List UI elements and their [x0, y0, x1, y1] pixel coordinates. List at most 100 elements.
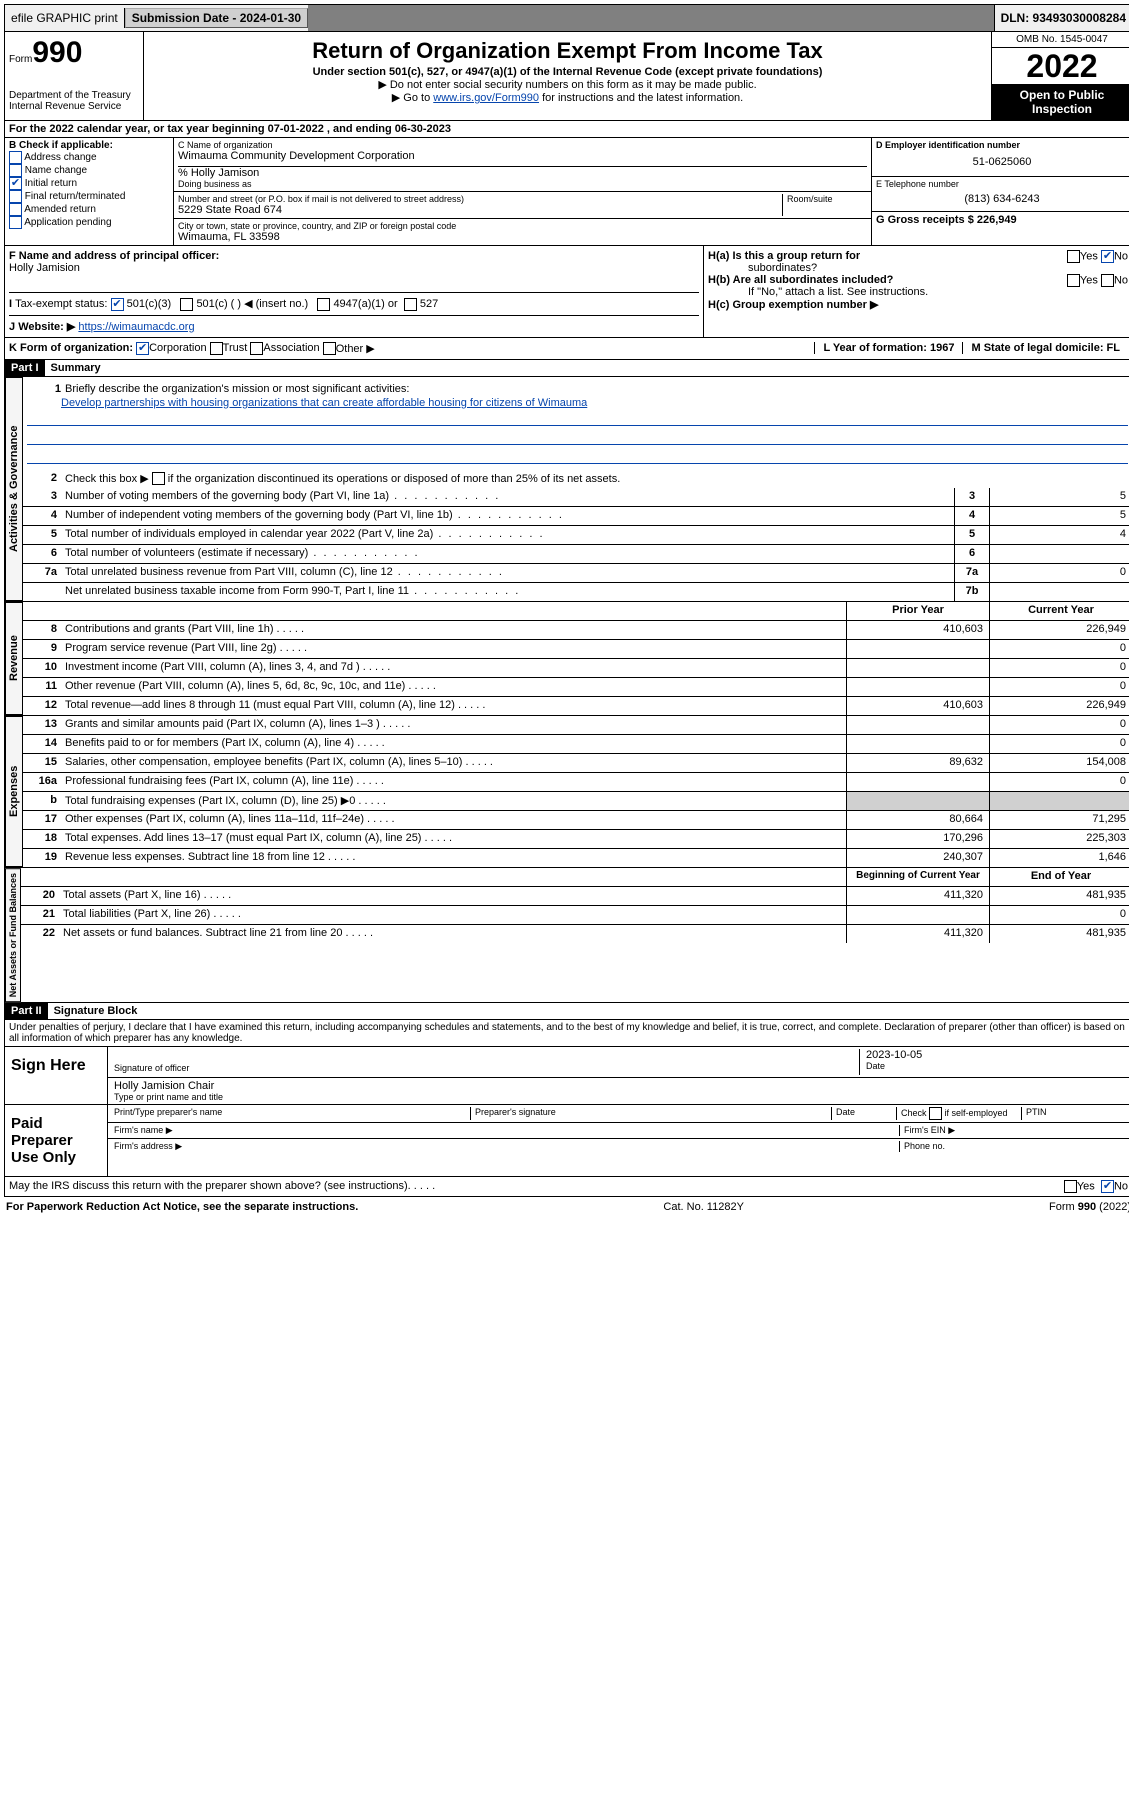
- chk-pending[interactable]: Application pending: [9, 216, 169, 229]
- goto-post: for instructions and the latest informat…: [539, 92, 743, 104]
- col-header-row: Prior Year Current Year: [23, 602, 1129, 621]
- col-de: D Employer identification number 51-0625…: [872, 138, 1129, 245]
- chk-ha-no[interactable]: [1101, 250, 1114, 263]
- header-left: Form990 Department of the Treasury Inter…: [5, 32, 144, 120]
- addr-block: Number and street (or P.O. box if mail i…: [174, 192, 871, 219]
- chk-corp[interactable]: [136, 342, 149, 355]
- discuss-text: May the IRS discuss this return with the…: [9, 1180, 408, 1193]
- chk-527[interactable]: [404, 298, 417, 311]
- topbar-spacer: [308, 5, 994, 31]
- prep-sig-label: Preparer's signature: [470, 1107, 831, 1120]
- l-year: L Year of formation: 1967: [814, 342, 962, 354]
- part1-header: Part I: [5, 360, 45, 376]
- col-h: H(a) Is this a group return for Yes No s…: [704, 246, 1129, 337]
- chk-trust[interactable]: [210, 342, 223, 355]
- tab-net-assets: Net Assets or Fund Balances: [5, 868, 21, 1002]
- table-row: 22Net assets or fund balances. Subtract …: [21, 925, 1129, 943]
- chk-other[interactable]: [323, 342, 336, 355]
- grid-bcde: B Check if applicable: Address change Na…: [4, 138, 1129, 246]
- form-ref: Form 990 (2022): [1049, 1201, 1129, 1213]
- chk-amended[interactable]: Amended return: [9, 203, 169, 216]
- firm-ein-label: Firm's EIN ▶: [899, 1125, 1126, 1136]
- row-klm: K Form of organization: Corporation Trus…: [4, 338, 1129, 360]
- table-row: 8Contributions and grants (Part VIII, li…: [23, 621, 1129, 640]
- tax-exempt-label: Tax-exempt status:: [15, 298, 107, 310]
- table-row: 11Other revenue (Part VIII, column (A), …: [23, 678, 1129, 697]
- exp-section: Expenses 13Grants and similar amounts pa…: [4, 716, 1129, 868]
- paid-preparer-label: Paid Preparer Use Only: [5, 1105, 108, 1176]
- table-row: 9Program service revenue (Part VIII, lin…: [23, 640, 1129, 659]
- end-year-header: End of Year: [989, 868, 1129, 886]
- table-row: 13Grants and similar amounts paid (Part …: [23, 716, 1129, 735]
- table-row: 16aProfessional fundraising fees (Part I…: [23, 773, 1129, 792]
- table-row: Net unrelated business taxable income fr…: [23, 583, 1129, 601]
- table-row: 5Total number of individuals employed in…: [23, 526, 1129, 545]
- tab-governance: Activities & Governance: [5, 377, 23, 601]
- chk-hb-yes[interactable]: [1067, 274, 1080, 287]
- ein-label: D Employer identification number: [876, 140, 1128, 150]
- form-subtitle: Under section 501(c), 527, or 4947(a)(1)…: [148, 66, 987, 78]
- chk-discuss-no[interactable]: [1101, 1180, 1114, 1193]
- top-bar: efile GRAPHIC print Submission Date - 20…: [4, 4, 1129, 32]
- addr-label: Number and street (or P.O. box if mail i…: [178, 194, 782, 204]
- header-right: OMB No. 1545-0047 2022 Open to Public In…: [991, 32, 1129, 120]
- section-a: For the 2022 calendar year, or tax year …: [4, 121, 1129, 138]
- k-label: K Form of organization:: [9, 342, 133, 354]
- officer-name-title: Holly Jamision Chair: [114, 1080, 223, 1092]
- chk-ha-yes[interactable]: [1067, 250, 1080, 263]
- submission-date-button[interactable]: Submission Date - 2024-01-30: [125, 8, 308, 28]
- ein-value: 51-0625060: [876, 150, 1128, 174]
- chk-501c[interactable]: [180, 298, 193, 311]
- form-word: Form: [9, 54, 32, 65]
- mission-blank-1: [27, 411, 1128, 426]
- chk-4947[interactable]: [317, 298, 330, 311]
- paid-preparer-block: Paid Preparer Use Only Print/Type prepar…: [4, 1105, 1129, 1177]
- penalty-text: Under penalties of perjury, I declare th…: [4, 1020, 1129, 1047]
- mission-blank-2: [27, 430, 1128, 445]
- mission-text[interactable]: Develop partnerships with housing organi…: [61, 397, 587, 409]
- table-row: 14Benefits paid to or for members (Part …: [23, 735, 1129, 754]
- col-header-row-2: Beginning of Current Year End of Year: [21, 868, 1129, 887]
- chk-address[interactable]: Address change: [9, 151, 169, 164]
- form-title: Return of Organization Exempt From Incom…: [148, 38, 987, 64]
- chk-final[interactable]: Final return/terminated: [9, 190, 169, 203]
- discuss-row: May the IRS discuss this return with the…: [4, 1177, 1129, 1197]
- table-row: 7aTotal unrelated business revenue from …: [23, 564, 1129, 583]
- table-row: 20Total assets (Part X, line 16)411,3204…: [21, 887, 1129, 906]
- col-b: B Check if applicable: Address change Na…: [5, 138, 174, 245]
- chk-initial[interactable]: Initial return: [9, 177, 169, 190]
- form-990-label: Form990: [9, 36, 139, 70]
- hb-note: If "No," attach a list. See instructions…: [708, 286, 1128, 298]
- room-label: Room/suite: [782, 194, 867, 216]
- irs-label: Internal Revenue Service: [9, 101, 139, 112]
- dln-label: DLN: 93493030008284: [995, 8, 1129, 28]
- dept-treasury: Department of the Treasury: [9, 90, 139, 101]
- chk-501c3[interactable]: [111, 298, 124, 311]
- cat-number: Cat. No. 11282Y: [663, 1201, 744, 1213]
- phone-value: (813) 634-6243: [876, 189, 1128, 209]
- city-block: City or town, state or province, country…: [174, 219, 871, 245]
- exp-body: 13Grants and similar amounts paid (Part …: [23, 716, 1129, 867]
- chk-assoc[interactable]: [250, 342, 263, 355]
- table-row: 6Total number of volunteers (estimate if…: [23, 545, 1129, 564]
- prep-name-label: Print/Type preparer's name: [114, 1107, 470, 1120]
- date-label: Date: [866, 1061, 1126, 1071]
- chk-discontinued[interactable]: [152, 472, 165, 485]
- part2-bar: Part II Signature Block: [4, 1003, 1129, 1020]
- name-label: C Name of organization: [178, 140, 867, 150]
- officer-name: Holly Jamision: [9, 262, 699, 274]
- chk-hb-no[interactable]: [1101, 274, 1114, 287]
- rev-section: Revenue Prior Year Current Year 8Contrib…: [4, 602, 1129, 716]
- website-link[interactable]: https://wimaumacdc.org: [78, 321, 194, 333]
- tab-expenses: Expenses: [5, 716, 23, 867]
- chk-discuss-yes[interactable]: [1064, 1180, 1077, 1193]
- net-section: Net Assets or Fund Balances Beginning of…: [4, 868, 1129, 1003]
- ha-row: H(a) Is this a group return for Yes No: [708, 250, 1128, 262]
- chk-name[interactable]: Name change: [9, 164, 169, 177]
- sign-here-block: Sign Here Signature of officer 2023-10-0…: [4, 1047, 1129, 1105]
- irs-link[interactable]: www.irs.gov/Form990: [433, 92, 539, 104]
- public-inspection: Open to Public Inspection: [992, 84, 1129, 120]
- chk-self-employed[interactable]: [929, 1107, 942, 1120]
- sig-officer-label: Signature of officer: [114, 1063, 859, 1073]
- goto-pre: ▶ Go to: [392, 92, 433, 104]
